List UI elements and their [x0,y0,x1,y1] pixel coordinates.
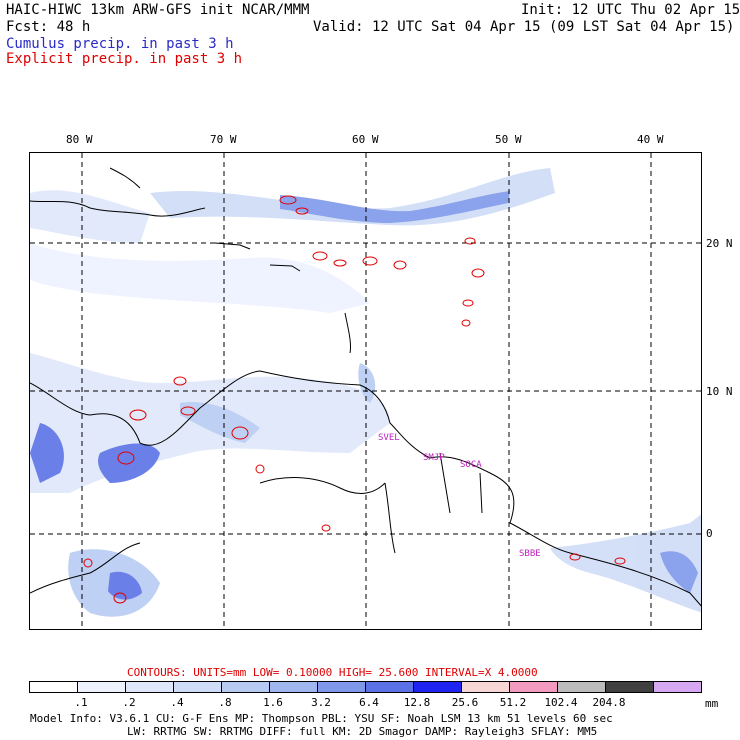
station-label-sbbe: SBBE [519,549,541,559]
colorbar-swatch [78,682,126,692]
explicit-legend: Explicit precip. in past 3 h [6,51,243,67]
lon-label-70w: 70 W [210,133,237,146]
colorbar-label: .8 [218,696,232,709]
model-title: HAIC-HIWC 13km ARW-GFS init NCAR/MMM [6,2,310,18]
colorbar-label: 1.6 [263,696,283,709]
valid-time: Valid: 12 UTC Sat 04 Apr 15 (09 LST Sat … [313,19,735,35]
colorbar-swatch [654,682,701,692]
lat-label-10n: 10 N [706,385,733,398]
forecast-hour: Fcst: 48 h [6,19,91,35]
colorbar-swatch [414,682,462,692]
lat-label-0: 0 [706,527,713,540]
colorbar-label: 25.6 [451,696,479,709]
station-label-smjp: SMJP [423,453,445,463]
precip-map: SVEL SMJP SOCA SBBE [29,152,702,630]
station-label-soca: SOCA [460,460,482,470]
model-info-line2: LW: RRTMG SW: RRTMG DIFF: full KM: 2D Sm… [127,725,598,738]
station-label-svel: SVEL [378,433,400,443]
colorbar-swatch [270,682,318,692]
explicit-precip-contours [83,195,626,604]
lon-label-40w: 40 W [637,133,664,146]
colorbar-swatch [510,682,558,692]
lat-label-20n: 20 N [706,237,733,250]
colorbar-units: mm [705,697,719,710]
graticule [30,153,701,629]
colorbar-label: 12.8 [403,696,431,709]
colorbar-label: .1 [74,696,88,709]
colorbar-swatch [462,682,510,692]
colorbar-swatch [222,682,270,692]
colorbar-swatch [318,682,366,692]
colorbar-label: .2 [122,696,136,709]
coastlines [30,167,701,607]
colorbar-label: .4 [170,696,184,709]
colorbar-swatch [366,682,414,692]
colorbar-label: 204.8 [592,696,626,709]
colorbar-swatch [558,682,606,692]
colorbar-label: 3.2 [311,696,331,709]
colorbar-swatch [174,682,222,692]
precip-colorbar [29,681,702,693]
init-time: Init: 12 UTC Thu 02 Apr 15 [521,2,740,18]
colorbar-swatch [126,682,174,692]
map-canvas [30,153,701,629]
contours-info: CONTOURS: UNITS=mm LOW= 0.10000 HIGH= 25… [127,666,538,679]
colorbar-swatch [606,682,654,692]
lon-label-80w: 80 W [66,133,93,146]
lon-label-60w: 60 W [352,133,379,146]
lon-label-50w: 50 W [495,133,522,146]
colorbar-label: 6.4 [359,696,379,709]
colorbar-swatch [30,682,78,692]
colorbar-label: 102.4 [544,696,578,709]
colorbar-label: 51.2 [499,696,527,709]
model-info-line1: Model Info: V3.6.1 CU: G-F Ens MP: Thomp… [30,712,613,725]
cumulus-legend: Cumulus precip. in past 3 h [6,36,234,52]
